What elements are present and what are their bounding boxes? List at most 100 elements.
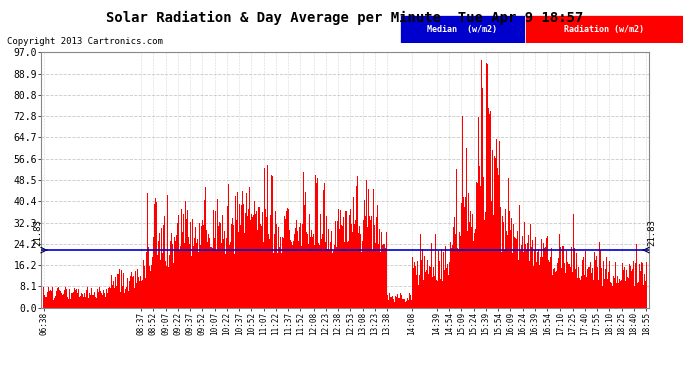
Bar [534,250,535,307]
Bar [342,233,344,308]
Bar [235,196,236,308]
Bar [408,293,410,308]
Bar [465,197,466,308]
Bar [553,269,554,308]
Bar [460,236,461,308]
Bar [385,248,386,308]
Bar [595,260,596,308]
Bar [442,281,443,308]
Bar [407,298,408,307]
Bar [410,293,411,308]
Bar [605,269,606,308]
Bar [320,214,322,308]
Bar [420,234,421,308]
Bar [638,282,639,308]
Bar [225,254,226,308]
Bar [152,257,153,307]
Bar [242,191,243,308]
Bar [490,115,491,308]
Bar [579,278,580,308]
Bar [401,293,402,308]
Bar [258,207,259,308]
Bar [558,258,559,307]
Bar [123,273,124,308]
Bar [525,244,526,308]
Bar [609,261,610,308]
Bar [194,238,195,308]
Bar [215,211,216,308]
Bar [67,297,68,307]
Bar [506,231,507,308]
Bar [252,217,253,308]
Bar [237,192,238,308]
Bar [97,289,98,308]
Bar [493,215,494,308]
Bar [208,216,209,308]
Bar [464,207,465,308]
Bar [607,279,608,308]
Bar [424,256,425,308]
Bar [333,227,335,308]
Bar [485,212,486,308]
Bar [108,288,109,308]
Bar [640,271,641,308]
Bar [587,268,588,308]
Bar [153,237,154,308]
Bar [377,244,379,308]
Bar [154,204,155,308]
Bar [99,287,100,308]
Bar [634,286,635,308]
Bar [608,272,609,308]
Bar [346,247,348,308]
Bar [612,286,613,308]
Bar [344,242,345,308]
Bar [76,289,77,308]
Bar [280,237,282,308]
Bar [250,220,251,308]
Bar [473,241,474,308]
Bar [298,241,299,308]
Bar [594,252,595,308]
Bar [353,197,354,308]
Bar [290,240,291,308]
Bar [569,264,570,308]
Bar [196,243,197,308]
Bar [535,237,536,308]
Bar [172,215,173,308]
Bar [315,239,317,308]
Bar [570,267,571,308]
Bar [643,285,644,308]
Bar [256,211,257,308]
Bar [602,286,603,308]
Text: Solar Radiation & Day Average per Minute  Tue Apr 9 18:57: Solar Radiation & Day Average per Minute… [106,11,584,26]
Bar [296,220,297,308]
Bar [478,117,479,308]
Bar [79,297,80,307]
Bar [451,248,452,308]
Bar [264,168,265,308]
Bar [257,222,258,308]
Bar [201,226,202,308]
Bar [163,225,164,308]
Bar [375,243,376,308]
Bar [432,277,433,308]
Bar [433,267,434,308]
Bar [632,269,633,308]
Bar [96,298,97,307]
Bar [206,230,207,308]
Bar [500,207,501,308]
Bar [244,234,246,308]
Bar [561,268,562,308]
Bar [636,244,637,308]
Bar [509,211,510,308]
Bar [363,220,364,308]
Bar [611,283,612,308]
Bar [216,250,217,307]
Bar [635,264,636,308]
Bar [426,261,428,308]
Bar [193,246,194,308]
Bar [627,277,628,308]
Bar [554,268,555,308]
Bar [541,239,542,308]
Bar [428,274,429,308]
